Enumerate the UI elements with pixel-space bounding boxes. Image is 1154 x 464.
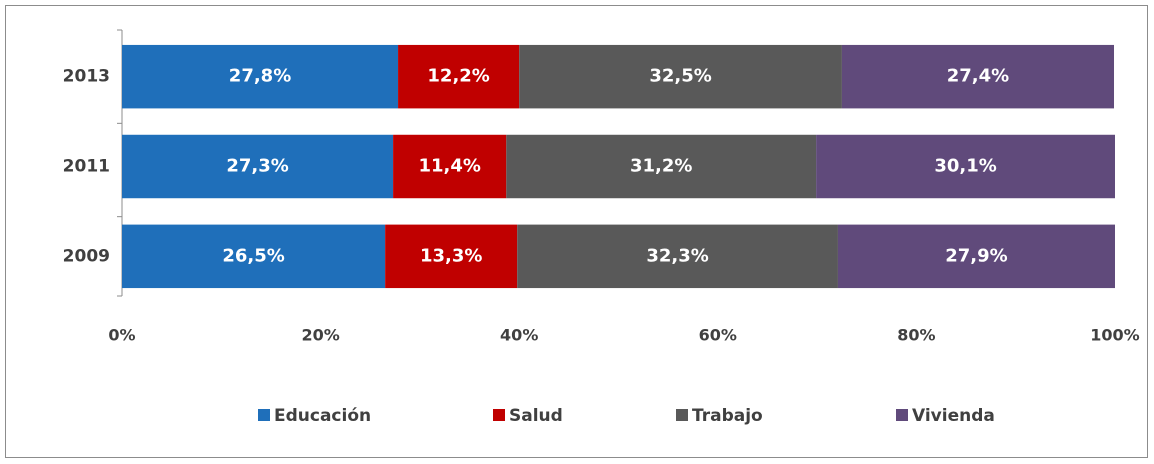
data-label: 31,2% xyxy=(630,156,692,177)
data-label: 27,8% xyxy=(229,66,291,87)
bar-segment xyxy=(122,224,386,289)
x-tick-label: 0% xyxy=(108,326,135,345)
bar-segment xyxy=(506,134,817,199)
y-tick-label: 2013 xyxy=(63,67,110,87)
data-label: 27,4% xyxy=(947,66,1009,87)
x-tick-label: 40% xyxy=(500,326,538,345)
legend-label: Educación xyxy=(274,406,371,426)
bar-segment xyxy=(837,224,1115,289)
data-label: 27,9% xyxy=(945,245,1007,266)
legend-swatch xyxy=(896,409,908,421)
legend-swatch xyxy=(258,409,270,421)
legend-swatch xyxy=(676,409,688,421)
bar-segment xyxy=(385,224,518,289)
data-label: 13,3% xyxy=(420,245,482,266)
data-label: 12,2% xyxy=(427,66,489,87)
data-label: 32,3% xyxy=(646,245,708,266)
x-tick-label: 60% xyxy=(699,326,737,345)
bar-segment xyxy=(841,44,1115,109)
legend-swatch xyxy=(493,409,505,421)
bar-segment xyxy=(816,134,1115,199)
bar-segment xyxy=(393,134,507,199)
x-tick-label: 80% xyxy=(897,326,935,345)
y-tick-label: 2011 xyxy=(63,157,110,177)
data-label: 11,4% xyxy=(418,156,480,177)
x-tick-label: 100% xyxy=(1090,326,1139,345)
data-label: 26,5% xyxy=(222,245,284,266)
bar-segment xyxy=(398,44,520,109)
data-label: 32,5% xyxy=(649,66,711,87)
bar-segment xyxy=(517,224,838,289)
data-label: 30,1% xyxy=(934,156,996,177)
bar-segment xyxy=(519,44,842,109)
legend-label: Trabajo xyxy=(692,406,763,426)
y-tick-label: 2009 xyxy=(63,246,110,266)
x-tick-label: 20% xyxy=(301,326,339,345)
legend-label: Salud xyxy=(509,406,563,426)
bar-segment xyxy=(122,44,399,109)
legend-label: Vivienda xyxy=(912,406,995,426)
data-label: 27,3% xyxy=(226,156,288,177)
bar-segment xyxy=(122,134,394,199)
